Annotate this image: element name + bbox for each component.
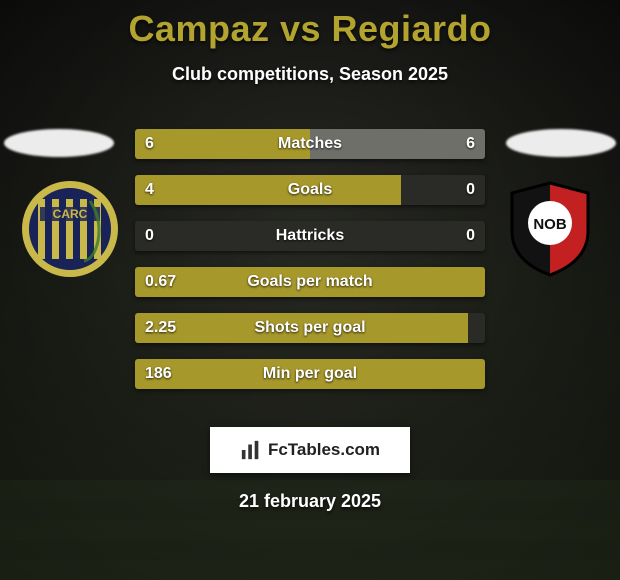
stat-row: 6Matches6 bbox=[135, 129, 485, 159]
stat-label: Hattricks bbox=[135, 221, 485, 251]
bar-chart-icon bbox=[240, 439, 262, 461]
stat-label: Goals per match bbox=[135, 267, 485, 297]
stat-label: Matches bbox=[135, 129, 485, 159]
page-title: Campaz vs Regiardo bbox=[0, 0, 620, 50]
team-left-crest: CARC bbox=[20, 179, 120, 279]
spotlight-left bbox=[4, 129, 114, 157]
stat-row: 2.25Shots per goal bbox=[135, 313, 485, 343]
team-right-crest: NOB bbox=[500, 179, 600, 279]
brand-text: FcTables.com bbox=[268, 440, 380, 460]
crest-right-text: NOB bbox=[533, 216, 567, 233]
stat-row: 0.67Goals per match bbox=[135, 267, 485, 297]
stat-row: 0Hattricks0 bbox=[135, 221, 485, 251]
spotlight-right bbox=[506, 129, 616, 157]
stat-row: 186Min per goal bbox=[135, 359, 485, 389]
stat-label: Min per goal bbox=[135, 359, 485, 389]
subtitle: Club competitions, Season 2025 bbox=[0, 64, 620, 85]
stat-label: Shots per goal bbox=[135, 313, 485, 343]
match-date: 21 february 2025 bbox=[0, 491, 620, 512]
comparison-stage: CARC NOB 6Matches64Goals00Hattricks00.67… bbox=[0, 109, 620, 409]
stat-value-right: 6 bbox=[466, 129, 475, 159]
crest-left-text: CARC bbox=[53, 207, 88, 221]
stat-value-right: 0 bbox=[466, 221, 475, 251]
stat-bars: 6Matches64Goals00Hattricks00.67Goals per… bbox=[135, 129, 485, 405]
brand-badge: FcTables.com bbox=[210, 427, 410, 473]
stat-label: Goals bbox=[135, 175, 485, 205]
stat-row: 4Goals0 bbox=[135, 175, 485, 205]
stat-value-right: 0 bbox=[466, 175, 475, 205]
